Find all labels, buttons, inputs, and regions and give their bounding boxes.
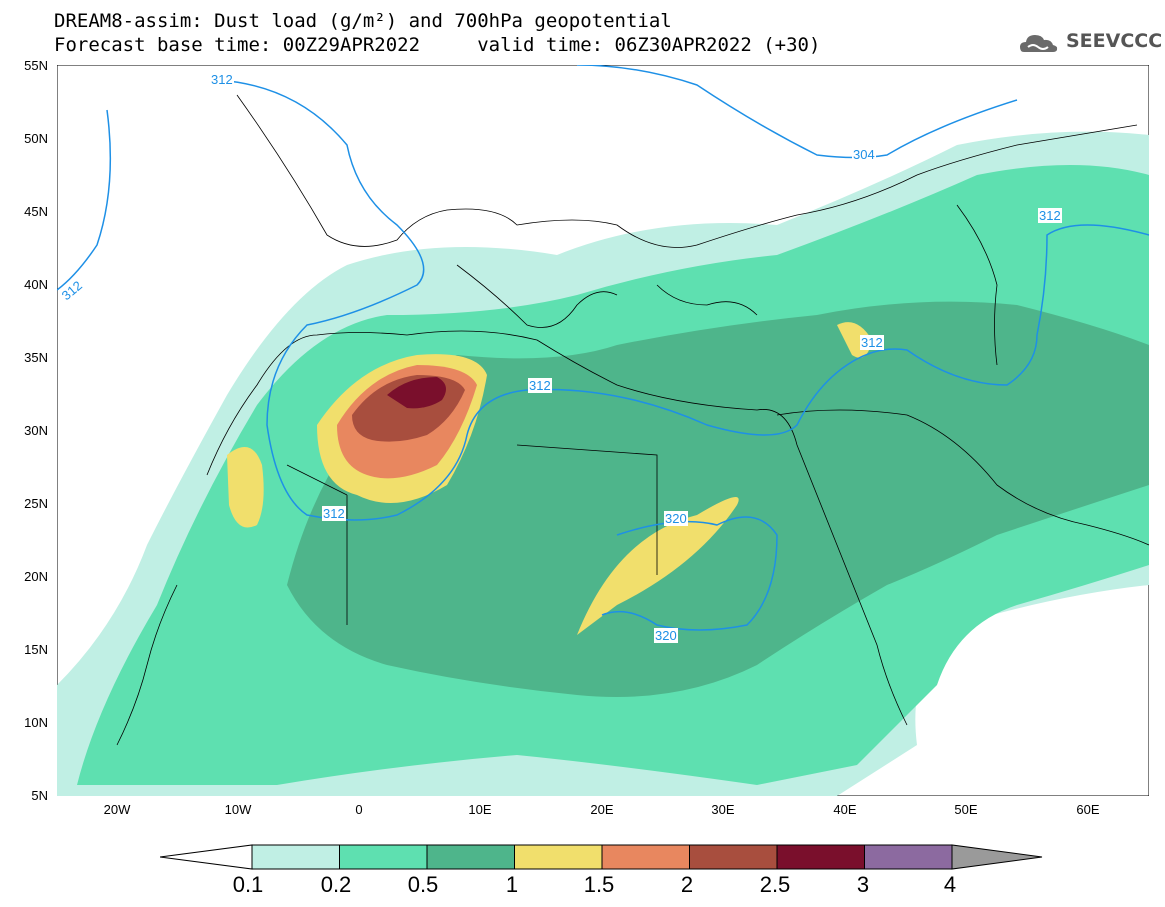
- colorbar-cell: [864, 844, 953, 870]
- colorbar-cell: [689, 844, 778, 870]
- dust-region-yellow-2: [227, 447, 264, 528]
- lat-tick-label: 50N: [24, 131, 48, 146]
- dust-map: [57, 65, 1149, 796]
- lon-tick-label: 20E: [590, 802, 614, 817]
- lon-tick-label: 40E: [833, 802, 857, 817]
- colorbar-label: 1: [505, 872, 519, 897]
- lat-tick-label: 55N: [24, 58, 48, 73]
- colorbar-cell: [514, 844, 603, 870]
- colorbar-cell: [601, 844, 690, 870]
- lat-tick-label: 35N: [24, 350, 48, 365]
- contour-label: 312: [322, 506, 346, 521]
- lon-tick-label: 20W: [103, 802, 131, 817]
- map-subtitle: Forecast base time: 00Z29APR2022 valid t…: [54, 34, 821, 56]
- colorbar-cell: [339, 844, 428, 870]
- lon-tick-label: 50E: [954, 802, 978, 817]
- dust-region-max: [387, 377, 446, 409]
- lat-tick-label: 20N: [24, 569, 48, 584]
- lon-tick-label: 10W: [224, 802, 252, 817]
- lon-tick-label: 0: [355, 802, 363, 817]
- lat-tick-label: 45N: [24, 204, 48, 219]
- coastlines: [116, 94, 1149, 746]
- cloud-icon: [1020, 35, 1058, 52]
- lat-tick-label: 10N: [24, 715, 48, 730]
- lon-tick-label: 30E: [711, 802, 735, 817]
- lat-tick-label: 5N: [31, 788, 48, 803]
- colorbar-label: 0.5: [407, 872, 439, 897]
- lon-tick-label: 60E: [1076, 802, 1100, 817]
- colorbar-cell: [251, 844, 340, 870]
- colorbar-label: 0.1: [232, 872, 264, 897]
- lat-tick-label: 15N: [24, 642, 48, 657]
- contour-label: 304: [852, 147, 876, 162]
- map-title: DREAM8-assim: Dust load (g/m²) and 700hP…: [54, 10, 672, 32]
- logo-text: SEEVCCC: [1066, 30, 1163, 52]
- colorbar-label: 1.5: [583, 872, 615, 897]
- colorbar-label: 4: [943, 872, 957, 897]
- lat-tick-label: 25N: [24, 496, 48, 511]
- contour-label: 312: [528, 378, 552, 393]
- colorbar: [160, 844, 1043, 870]
- dust-region-mid: [287, 301, 1149, 697]
- geopotential-contours: [57, 65, 1149, 631]
- colorbar-label: 0.2: [320, 872, 352, 897]
- colorbar-high-arrow: [951, 844, 1043, 870]
- colorbar-cell: [776, 844, 865, 870]
- dust-region-yellow-3: [577, 497, 739, 635]
- colorbar-low-arrow: [160, 844, 253, 870]
- contour-label: 320: [664, 511, 688, 526]
- contour-label: 320: [654, 628, 678, 643]
- contour-label: 312: [1038, 208, 1062, 223]
- colorbar-label: 2: [680, 872, 694, 897]
- colorbar-cell: [426, 844, 515, 870]
- colorbar-label: 3: [856, 872, 870, 897]
- dust-field: [57, 131, 1149, 796]
- contour-label: 312: [860, 335, 884, 350]
- colorbar-label: 2.5: [759, 872, 791, 897]
- contour-label: 312: [210, 72, 234, 87]
- lat-tick-label: 40N: [24, 277, 48, 292]
- lon-tick-label: 10E: [468, 802, 492, 817]
- lat-tick-label: 30N: [24, 423, 48, 438]
